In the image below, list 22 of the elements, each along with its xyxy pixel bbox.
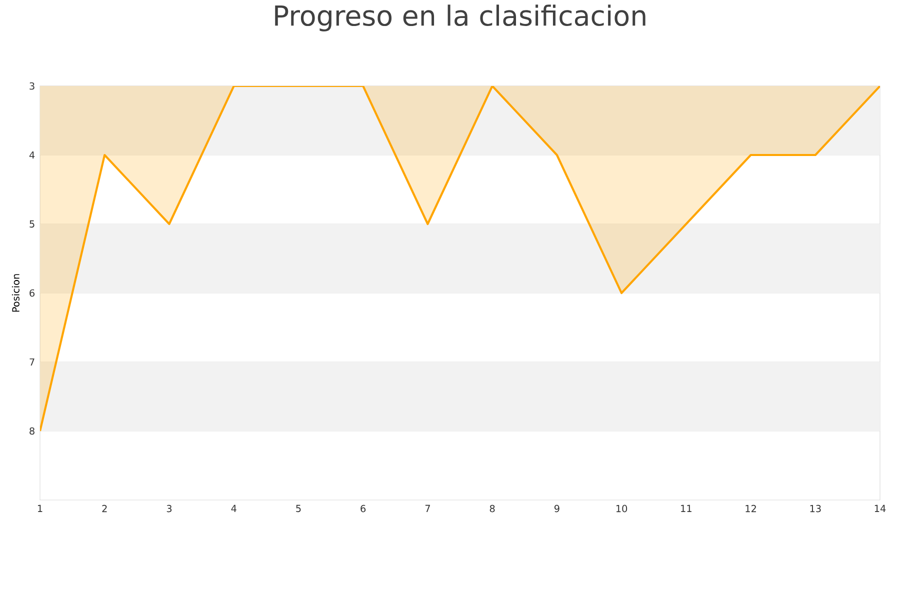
y-axis-title: Posicion xyxy=(12,274,20,312)
x-tick-label: 10 xyxy=(616,504,628,512)
x-tick-label: 12 xyxy=(746,504,756,512)
y-tick-label: 6 xyxy=(30,289,35,297)
x-tick-label: 11 xyxy=(681,504,692,512)
y-tick-label: 7 xyxy=(30,358,34,366)
x-tick-label: 2 xyxy=(102,504,107,512)
x-tick-label: 6 xyxy=(360,504,366,512)
x-tick-label: 3 xyxy=(166,504,172,512)
x-tick-label: 7 xyxy=(425,504,430,512)
x-tick-label: 13 xyxy=(810,504,821,512)
x-tick-label: 9 xyxy=(554,504,560,512)
chart-title: Progreso en la clasificacion xyxy=(275,4,646,32)
y-tick-label: 3 xyxy=(30,82,34,90)
y-tick-label: 4 xyxy=(29,151,35,159)
x-tick-label: 5 xyxy=(296,504,301,512)
y-tick-label: 5 xyxy=(30,220,34,228)
x-tick-label: 8 xyxy=(490,504,495,512)
x-tick-label: 4 xyxy=(231,504,236,512)
y-tick-label: 8 xyxy=(30,427,34,435)
x-tick-label: 1 xyxy=(38,504,42,512)
x-tick-label: 14 xyxy=(874,504,886,512)
